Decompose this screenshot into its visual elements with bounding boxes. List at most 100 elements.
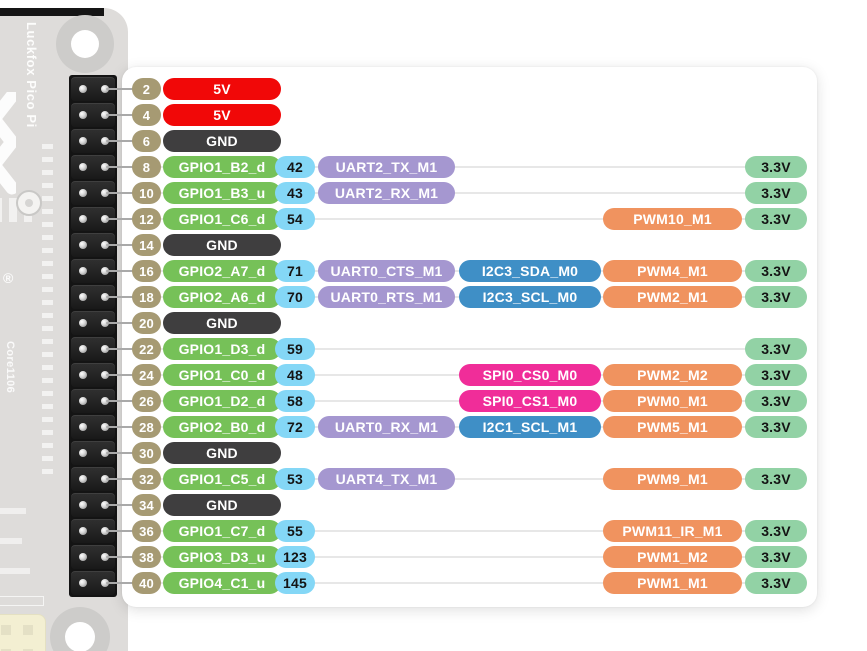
pin-number-badge: 32	[132, 468, 161, 490]
pwm-function-badge: PWM4_M1	[603, 260, 742, 282]
header-pin-icon	[101, 241, 109, 249]
header-connector-line	[106, 270, 136, 272]
header-pin-icon	[79, 319, 87, 327]
pin-number-badge: 6	[132, 130, 161, 152]
header-pin-icon	[101, 345, 109, 353]
header-pin-icon	[79, 475, 87, 483]
i2c-function-badge: I2C3_SDA_M0	[459, 260, 601, 282]
header-connector-line	[106, 452, 136, 454]
pin-number-badge: 40	[132, 572, 161, 594]
header-pin-icon	[101, 423, 109, 431]
mounting-hole-top	[56, 15, 114, 73]
pin-header-segment	[71, 571, 115, 595]
pin-name-badge: GND	[163, 494, 281, 516]
pin-name-badge: GPIO2_A6_d	[163, 286, 281, 308]
header-connector-line	[106, 478, 136, 480]
header-connector-line	[106, 166, 136, 168]
header-pin-icon	[101, 163, 109, 171]
row-connector-line	[150, 192, 776, 194]
pin-name-badge: GPIO1_C5_d	[163, 468, 281, 490]
uart-function-badge: UART2_RX_M1	[318, 182, 455, 204]
header-pin-icon	[101, 527, 109, 535]
pin-name-badge: GPIO1_C7_d	[163, 520, 281, 542]
voltage-badge: 3.3V	[745, 546, 807, 568]
header-pin-icon	[79, 267, 87, 275]
i2c-function-badge: I2C3_SCL_M0	[459, 286, 601, 308]
pin-name-badge: GND	[163, 234, 281, 256]
gpio-number-badge: 54	[275, 208, 315, 230]
pin-name-badge: GND	[163, 130, 281, 152]
header-connector-line	[106, 504, 136, 506]
spi-function-badge: SPI0_CS0_M0	[459, 364, 601, 386]
header-pin-icon	[79, 553, 87, 561]
pin-number-badge: 38	[132, 546, 161, 568]
spi-function-badge: SPI0_CS1_M0	[459, 390, 601, 412]
header-pin-icon	[79, 215, 87, 223]
pin-name-badge: GPIO1_C6_d	[163, 208, 281, 230]
header-pin-icon	[101, 215, 109, 223]
gpio-number-badge: 53	[275, 468, 315, 490]
header-pin-icon	[101, 293, 109, 301]
gpio-number-badge: 43	[275, 182, 315, 204]
header-pin-icon	[79, 345, 87, 353]
board-trace	[0, 508, 26, 514]
header-connector-line	[106, 322, 136, 324]
header-pin-icon	[79, 137, 87, 145]
pin-name-badge: GPIO2_A7_d	[163, 260, 281, 282]
led-component	[0, 614, 46, 651]
pin-number-badge: 18	[132, 286, 161, 308]
header-connector-line	[106, 192, 136, 194]
gpio-number-badge: 145	[275, 572, 315, 594]
header-connector-line	[106, 114, 136, 116]
voltage-badge: 3.3V	[745, 520, 807, 542]
row-connector-line	[150, 582, 776, 584]
header-connector-line	[106, 530, 136, 532]
voltage-badge: 3.3V	[745, 182, 807, 204]
row-connector-line	[150, 348, 776, 350]
header-pin-icon	[101, 579, 109, 587]
pwm-function-badge: PWM2_M1	[603, 286, 742, 308]
pin-name-badge: GND	[163, 312, 281, 334]
header-pin-icon	[101, 501, 109, 509]
pin-number-badge: 8	[132, 156, 161, 178]
pin-name-badge: GPIO4_C1_u	[163, 572, 281, 594]
header-pin-icon	[79, 111, 87, 119]
header-pin-icon	[101, 449, 109, 457]
header-pin-icon	[101, 319, 109, 327]
mounting-hole-bottom-inner	[65, 622, 95, 651]
registered-trademark: ®	[3, 270, 14, 286]
pin-number-badge: 34	[132, 494, 161, 516]
header-pin-icon	[79, 423, 87, 431]
pin-name-badge: GPIO1_D3_d	[163, 338, 281, 360]
row-connector-line	[150, 166, 776, 168]
pin-number-badge: 2	[132, 78, 161, 100]
gpio-number-badge: 58	[275, 390, 315, 412]
pin-name-badge: GPIO1_B3_u	[163, 182, 281, 204]
header-connector-line	[106, 244, 136, 246]
header-connector-line	[106, 140, 136, 142]
pin-number-badge: 26	[132, 390, 161, 412]
pwm-function-badge: PWM10_M1	[603, 208, 742, 230]
pin-name-badge: GPIO1_B2_d	[163, 156, 281, 178]
pin-number-badge: 4	[132, 104, 161, 126]
header-connector-line	[106, 400, 136, 402]
mounting-hole-top-inner	[71, 30, 99, 58]
pin-number-badge: 24	[132, 364, 161, 386]
header-connector-line	[106, 88, 136, 90]
header-connector-line	[106, 218, 136, 220]
row-connector-line	[150, 556, 776, 558]
pin-number-badge: 30	[132, 442, 161, 464]
pin-number-badge: 36	[132, 520, 161, 542]
header-connector-line	[106, 426, 136, 428]
voltage-badge: 3.3V	[745, 390, 807, 412]
header-pin-icon	[101, 137, 109, 145]
header-pin-icon	[79, 163, 87, 171]
header-connector-line	[106, 582, 136, 584]
pin-number-badge: 28	[132, 416, 161, 438]
pin-name-badge: 5V	[163, 104, 281, 126]
header-pin-icon	[101, 397, 109, 405]
pin-number-badge: 16	[132, 260, 161, 282]
pin-name-badge: GND	[163, 442, 281, 464]
pin-name-badge: 5V	[163, 78, 281, 100]
header-pin-icon	[79, 397, 87, 405]
